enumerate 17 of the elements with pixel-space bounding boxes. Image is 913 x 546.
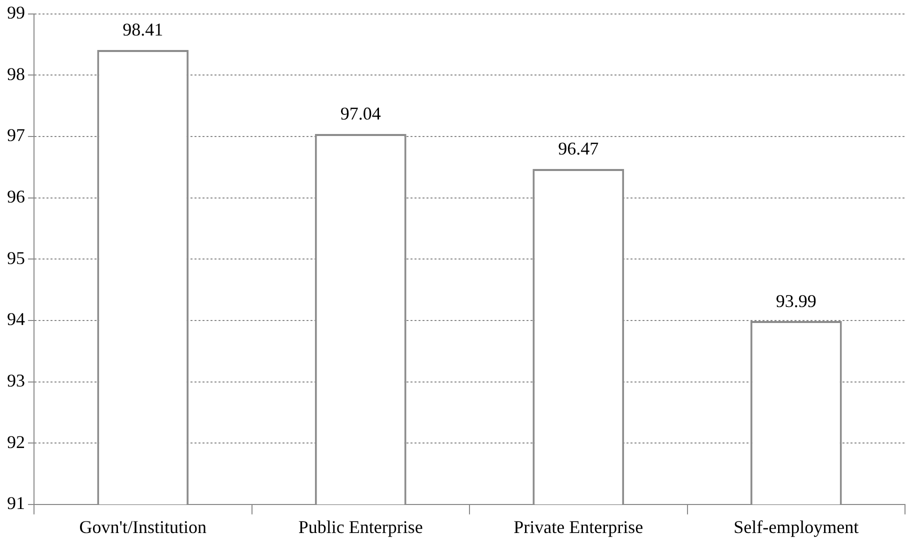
data-label: 93.99: [776, 290, 816, 311]
x-tick-label: Govn't/Institution: [79, 516, 206, 537]
x-tick-label: Self-employment: [734, 516, 859, 537]
y-tick-label: 97: [7, 125, 25, 146]
x-tick-label: Public Enterprise: [298, 516, 423, 537]
y-tick-label: 92: [7, 432, 25, 452]
y-tick-label: 99: [7, 2, 25, 23]
y-tick-label: 96: [7, 186, 25, 207]
y-tick-label: 94: [7, 309, 25, 330]
data-label: 96.47: [558, 138, 599, 159]
data-label: 97.04: [340, 104, 381, 124]
y-tick-label: 95: [7, 248, 25, 268]
x-tick-label: Private Enterprise: [514, 516, 644, 537]
y-tick-label: 98: [7, 64, 25, 84]
data-label: 98.41: [122, 20, 164, 40]
y-tick-label: 91: [7, 493, 25, 514]
y-tick-label: 93: [7, 370, 25, 390]
